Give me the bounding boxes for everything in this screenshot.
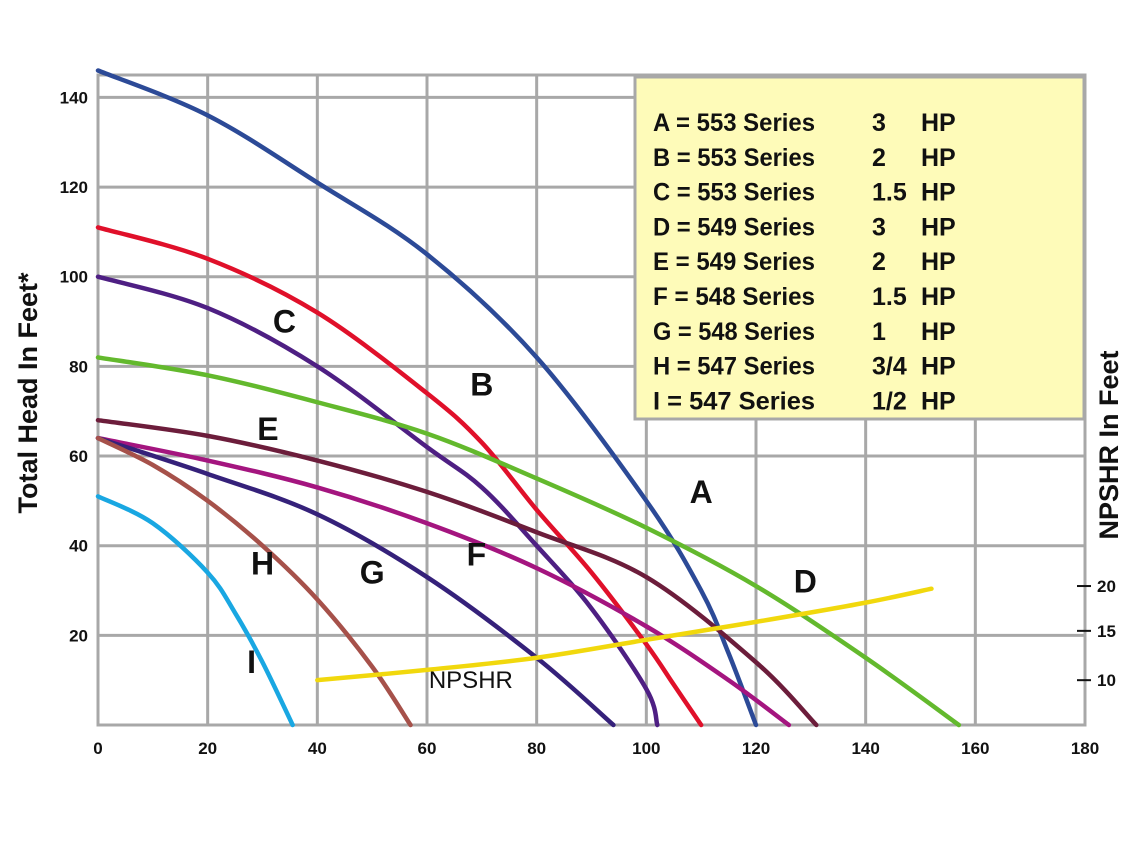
x-tick-label: 0 <box>93 739 102 758</box>
curve-h <box>95 435 413 728</box>
y2-tick-label: 10 <box>1097 671 1116 690</box>
y-tick-label: 60 <box>69 447 88 466</box>
legend-entry-e: E = 549 Series <box>653 248 815 276</box>
legend-unit-i: HP <box>921 387 956 415</box>
x-tick-label: 160 <box>961 739 989 758</box>
performance-curves <box>95 68 962 728</box>
legend-entry-h: H = 547 Series <box>653 353 815 381</box>
legend-hp-e: 2 <box>872 248 886 276</box>
legend-hp-i: 1/2 <box>872 387 907 415</box>
legend-entry-g: G = 548 Series <box>653 318 815 346</box>
legend-box <box>633 75 1086 421</box>
y-tick-label: 140 <box>60 88 88 107</box>
legend-unit-b: HP <box>921 144 956 172</box>
legend-unit-h: HP <box>921 353 956 381</box>
x-tick-label: 40 <box>308 739 327 758</box>
legend-hp-g: 1 <box>872 318 886 346</box>
legend-entry-f: F = 548 Series <box>653 283 815 311</box>
legend-unit-f: HP <box>921 283 956 311</box>
curve-label-d: D <box>794 564 817 600</box>
x-tick-label: 100 <box>632 739 660 758</box>
legend-unit-c: HP <box>921 179 956 207</box>
legend-entry-b: B = 553 Series <box>653 144 815 172</box>
legend-entry-i: I = 547 Series <box>653 387 815 415</box>
legend-entry-a: A = 553 Series <box>653 109 815 137</box>
legend-hp-h: 3/4 <box>872 353 907 381</box>
legend-hp-f: 1.5 <box>872 283 907 311</box>
y-tick-label: 40 <box>69 537 88 556</box>
curve-label-c: C <box>273 304 296 340</box>
legend-unit-d: HP <box>921 213 956 241</box>
x-tick-label: 180 <box>1071 739 1099 758</box>
curve-e <box>95 417 819 728</box>
y-tick-label: 20 <box>69 626 88 645</box>
legend-unit-e: HP <box>921 248 956 276</box>
legend: A = 553 Series 3 HP B = 553 Series 2 HP C = 55… <box>633 75 1086 421</box>
legend-unit-a: HP <box>921 109 956 137</box>
curve-i <box>95 494 295 728</box>
legend-hp-d: 3 <box>872 213 886 241</box>
y2-axis-title: NPSHR In Feet <box>1094 350 1124 539</box>
curve-label-e: E <box>257 411 278 447</box>
curve-c <box>95 274 660 728</box>
legend-hp-b: 2 <box>872 144 886 172</box>
curve-a <box>95 68 759 728</box>
curve-d <box>95 355 962 728</box>
y-axis-title: Total Head In Feet* <box>13 272 43 514</box>
legend-entry-d: D = 549 Series <box>653 213 815 241</box>
curve-label-f: F <box>467 537 487 573</box>
x-tick-label: 140 <box>851 739 879 758</box>
x-tick-label: 80 <box>527 739 546 758</box>
curve-label-a: A <box>690 474 713 510</box>
y-tick-label: 100 <box>60 268 88 287</box>
curve-b <box>95 225 704 728</box>
curve-npshr <box>315 586 934 683</box>
curve-g <box>95 435 616 728</box>
curve-label-h: H <box>251 546 274 582</box>
legend-hp-a: 3 <box>872 109 886 137</box>
x-axis-tick-labels: 0 20 40 60 80 100 120 140 160 180 <box>93 739 1099 758</box>
y2-tick-label: 20 <box>1097 577 1116 596</box>
x-tick-label: 20 <box>198 739 217 758</box>
curve-label-g: G <box>360 555 385 591</box>
y-tick-label: 120 <box>60 178 88 197</box>
legend-hp-c: 1.5 <box>872 179 907 207</box>
curve-label-i: I <box>247 644 256 680</box>
curve-label-b: B <box>470 366 493 402</box>
curve-f <box>95 435 792 728</box>
curve-label-npshr: NPSHR <box>429 667 513 694</box>
legend-entry-c: C = 553 Series <box>653 179 815 207</box>
curve-labels: A B C D E F G H I NPSHR <box>247 304 817 695</box>
x-tick-label: 120 <box>742 739 770 758</box>
x-tick-label: 60 <box>418 739 437 758</box>
y-axis-tick-labels: 20 40 60 80 100 120 140 <box>60 88 88 645</box>
y2-tick-label: 15 <box>1097 622 1116 641</box>
y-tick-label: 80 <box>69 357 88 376</box>
legend-unit-g: HP <box>921 318 956 346</box>
y2-axis-ticks: 10 15 20 <box>1077 577 1116 690</box>
